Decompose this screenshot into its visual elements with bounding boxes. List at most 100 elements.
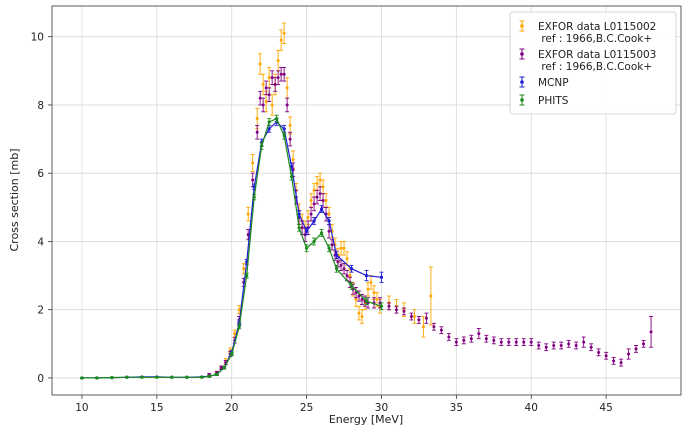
data-point (324, 199, 328, 202)
data-point (357, 311, 361, 315)
y-tick-label: 4 (37, 236, 44, 248)
data-point (261, 103, 265, 107)
data-point (258, 96, 262, 100)
data-point (514, 340, 518, 344)
data-point (642, 342, 646, 346)
data-point (290, 175, 294, 179)
data-point (260, 144, 264, 148)
legend-label-line: MCNP (538, 77, 569, 89)
data-point (279, 72, 283, 76)
data-point (342, 267, 346, 271)
y-tick-label: 10 (31, 32, 44, 44)
data-point (529, 340, 533, 344)
data-point (282, 127, 286, 131)
data-point (319, 207, 324, 211)
data-point (387, 304, 391, 308)
data-point (312, 219, 316, 223)
data-point (207, 374, 211, 378)
x-tick-label: 30 (375, 402, 388, 414)
data-point (649, 330, 653, 334)
data-point (282, 134, 286, 138)
data-point (462, 338, 466, 342)
data-point (282, 72, 286, 76)
data-point (312, 188, 316, 192)
data-point (360, 297, 364, 301)
data-point (327, 229, 331, 233)
data-point (304, 246, 309, 250)
data-point (80, 376, 84, 380)
data-point (336, 260, 340, 264)
data-point (327, 212, 331, 216)
data-point (612, 359, 616, 363)
data-point (589, 345, 593, 349)
data-point (327, 219, 331, 223)
data-point (537, 344, 541, 348)
series-4 (79, 114, 384, 380)
data-point (242, 267, 246, 271)
data-point (267, 120, 271, 124)
data-point (255, 130, 259, 134)
data-point (315, 195, 319, 199)
data-point (270, 76, 274, 80)
data-point (432, 325, 436, 329)
data-point (312, 239, 316, 244)
data-point (492, 338, 496, 342)
x-axis-label: Energy [MeV] (329, 413, 403, 426)
data-point (309, 212, 313, 216)
data-point (357, 294, 361, 298)
data-point (424, 316, 428, 320)
y-tick-label: 0 (37, 373, 44, 385)
data-point (252, 195, 256, 199)
data-point (264, 86, 268, 90)
data-point (276, 59, 280, 63)
data-point (522, 340, 526, 344)
y-tick-label: 2 (37, 305, 44, 317)
legend-label: PHITS (538, 95, 569, 107)
data-point (297, 212, 301, 216)
data-point (270, 103, 274, 107)
legend-item-4: PHITS (519, 94, 569, 107)
data-point (345, 257, 349, 261)
data-point (330, 243, 334, 247)
data-point (379, 304, 384, 308)
data-point (354, 297, 358, 301)
data-point (627, 352, 631, 356)
data-point (222, 366, 226, 370)
data-point (366, 287, 370, 291)
legend-marker-dot (520, 52, 524, 56)
data-point (279, 38, 283, 42)
data-point (339, 246, 343, 250)
data-point (285, 86, 289, 90)
data-point (264, 100, 268, 104)
data-point (315, 181, 319, 185)
plot-frame (51, 5, 682, 396)
data-point (469, 337, 473, 341)
data-point (170, 375, 174, 379)
data-point (309, 199, 313, 202)
data-point (421, 325, 425, 329)
data-point (349, 284, 354, 288)
data-point (273, 82, 277, 86)
data-point (321, 199, 325, 202)
legend-label-line: PHITS (538, 95, 569, 107)
data-point (345, 274, 349, 278)
data-point (261, 82, 265, 86)
data-point (246, 212, 250, 216)
legend-label: EXFOR data L0115002 ref : 1966,B.C.Cook+ (538, 21, 656, 45)
legend-label: MCNP (538, 77, 569, 89)
data-point (233, 332, 237, 336)
legend: EXFOR data L0115002 ref : 1966,B.C.Cook+… (509, 11, 677, 115)
data-point (230, 352, 234, 356)
data-point (251, 178, 255, 182)
data-point (185, 375, 189, 379)
data-point (306, 216, 310, 220)
series-line (82, 117, 382, 379)
x-tick-label: 25 (300, 402, 313, 414)
data-point (582, 340, 586, 344)
data-point (634, 347, 638, 351)
data-point (477, 332, 481, 336)
data-point (417, 318, 421, 322)
data-point (312, 202, 316, 206)
data-point (364, 299, 369, 303)
data-point (567, 342, 571, 346)
